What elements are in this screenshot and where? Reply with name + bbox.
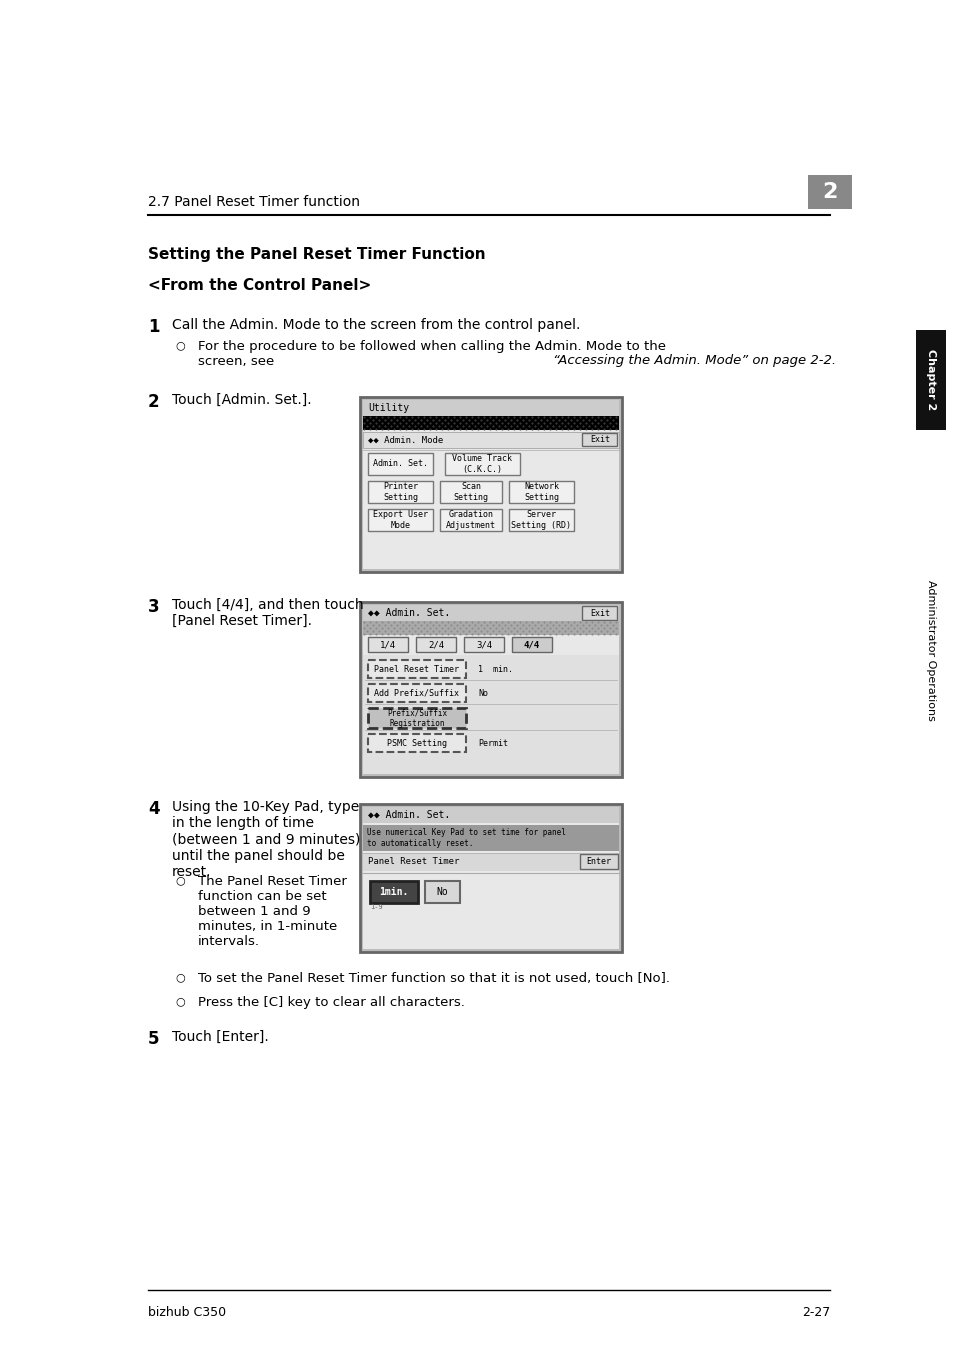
Text: ○: ○	[174, 875, 185, 885]
Bar	[439, 509, 501, 531]
Text: 4: 4	[148, 800, 159, 817]
Bar	[368, 509, 433, 531]
Text: PSMC Setting: PSMC Setting	[387, 739, 447, 747]
Text: 2: 2	[821, 182, 837, 203]
Bar	[509, 481, 574, 503]
Text: ◆◆ Admin. Set.: ◆◆ Admin. Set.	[368, 608, 450, 617]
Bar	[363, 875, 618, 915]
Text: 5: 5	[148, 1029, 159, 1048]
Bar	[363, 807, 618, 823]
Text: Panel Reset Timer: Panel Reset Timer	[368, 858, 459, 866]
Text: 1  min.: 1 min.	[477, 665, 513, 674]
Text: Administrator Operations: Administrator Operations	[925, 580, 935, 720]
Text: 2-27: 2-27	[801, 1306, 829, 1319]
Text: “Accessing the Admin. Mode” on page 2-2.: “Accessing the Admin. Mode” on page 2-2.	[553, 354, 835, 367]
Bar	[439, 481, 501, 503]
Text: Permit: Permit	[477, 739, 507, 747]
Bar	[370, 881, 417, 902]
Text: Touch [Admin. Set.].: Touch [Admin. Set.].	[172, 393, 312, 407]
Text: Using the 10-Key Pad, type
in the length of time
(between 1 and 9 minutes)
until: Using the 10-Key Pad, type in the length…	[172, 800, 360, 878]
Bar	[444, 453, 519, 476]
Text: Gradation
Adjustment: Gradation Adjustment	[446, 511, 496, 530]
Bar	[368, 708, 465, 728]
Text: The Panel Reset Timer
function can be set
between 1 and 9
minutes, in 1-minute
i: The Panel Reset Timer function can be se…	[198, 875, 347, 948]
Text: 2: 2	[148, 393, 159, 411]
Text: bizhub C350: bizhub C350	[148, 1306, 226, 1319]
Text: Enter: Enter	[586, 857, 611, 866]
Text: Prefix/Suffix
Registration: Prefix/Suffix Registration	[387, 708, 447, 728]
Text: Setting the Panel Reset Timer Function: Setting the Panel Reset Timer Function	[148, 247, 485, 262]
Bar	[512, 638, 552, 653]
Text: No: No	[436, 888, 447, 897]
Text: Export User
Mode: Export User Mode	[373, 511, 428, 530]
Text: Press the [C] key to clear all characters.: Press the [C] key to clear all character…	[198, 996, 464, 1009]
Bar	[363, 852, 618, 871]
Bar	[363, 655, 618, 774]
Text: Scan
Setting: Scan Setting	[453, 482, 488, 501]
Text: <From the Control Panel>: <From the Control Panel>	[148, 278, 371, 293]
Bar	[424, 881, 459, 902]
Text: Touch [4/4], and then touch
[Panel Reset Timer].: Touch [4/4], and then touch [Panel Reset…	[172, 598, 363, 628]
Bar	[363, 605, 618, 774]
Text: 3: 3	[148, 598, 159, 616]
Text: Server
Setting (RD): Server Setting (RD)	[511, 511, 571, 530]
Text: Call the Admin. Mode to the screen from the control panel.: Call the Admin. Mode to the screen from …	[172, 317, 579, 332]
Bar	[363, 605, 618, 621]
Text: ◆◆ Admin. Set.: ◆◆ Admin. Set.	[368, 811, 450, 820]
Bar	[363, 807, 618, 948]
Bar	[915, 330, 945, 430]
Text: 1-9: 1-9	[370, 904, 382, 911]
Text: 1min.: 1min.	[379, 888, 408, 897]
Bar	[363, 825, 618, 851]
Text: ◆◆ Admin. Mode: ◆◆ Admin. Mode	[368, 435, 443, 444]
Bar	[359, 804, 621, 952]
Bar	[368, 684, 465, 703]
Text: Utility: Utility	[368, 403, 409, 413]
Bar	[363, 400, 618, 416]
Bar	[368, 481, 433, 503]
Bar	[359, 397, 621, 571]
Text: Network
Setting: Network Setting	[523, 482, 558, 501]
Bar	[807, 176, 851, 209]
Bar	[368, 638, 408, 653]
Bar	[416, 638, 456, 653]
Text: ○: ○	[174, 340, 185, 350]
Text: 1/4: 1/4	[379, 640, 395, 648]
Text: 1: 1	[148, 317, 159, 336]
Text: Chapter 2: Chapter 2	[925, 350, 935, 411]
Text: Use numerical Key Pad to set time for panel
to automatically reset.: Use numerical Key Pad to set time for pa…	[367, 828, 565, 847]
Bar	[581, 434, 617, 446]
Text: To set the Panel Reset Timer function so that it is not used, touch [No].: To set the Panel Reset Timer function so…	[198, 971, 669, 985]
Text: ○: ○	[174, 996, 185, 1006]
Text: Printer
Setting: Printer Setting	[382, 482, 417, 501]
Text: No: No	[477, 689, 488, 697]
Text: Exit: Exit	[589, 435, 609, 444]
Text: 2/4: 2/4	[428, 640, 443, 648]
Bar	[581, 607, 617, 620]
Bar	[579, 854, 618, 869]
Text: Panel Reset Timer: Panel Reset Timer	[375, 665, 459, 674]
Text: Touch [Enter].: Touch [Enter].	[172, 1029, 269, 1044]
Text: 4/4: 4/4	[523, 640, 539, 648]
Text: Add Prefix/Suffix: Add Prefix/Suffix	[375, 689, 459, 697]
Text: Admin. Set.: Admin. Set.	[373, 459, 428, 469]
Bar	[368, 453, 433, 476]
Bar	[359, 603, 621, 777]
Bar	[463, 638, 503, 653]
Bar	[363, 400, 618, 569]
Text: For the procedure to be followed when calling the Admin. Mode to the
screen, see: For the procedure to be followed when ca…	[198, 340, 665, 367]
Text: ○: ○	[174, 971, 185, 982]
Bar	[368, 661, 465, 678]
Bar	[368, 734, 465, 753]
Text: Volume Track
(C.K.C.): Volume Track (C.K.C.)	[452, 454, 512, 474]
Bar	[363, 432, 618, 449]
Text: 3/4: 3/4	[476, 640, 492, 648]
Text: Exit: Exit	[589, 608, 609, 617]
Bar	[509, 509, 574, 531]
Bar	[363, 416, 618, 430]
Text: 2.7 Panel Reset Timer function: 2.7 Panel Reset Timer function	[148, 195, 359, 209]
Bar	[363, 621, 618, 635]
